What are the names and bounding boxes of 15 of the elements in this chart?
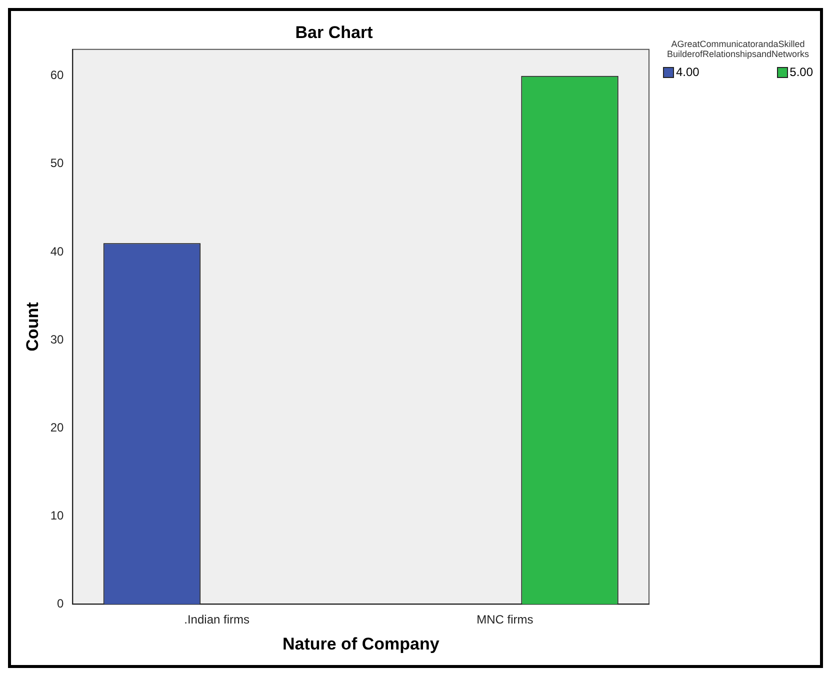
chart-title: Bar Chart <box>295 22 374 42</box>
y-tick-label: 30 <box>50 332 64 346</box>
x-axis-title: Nature of Company <box>282 634 440 654</box>
legend-label: 4.00 <box>676 65 700 79</box>
y-tick-label: 50 <box>50 156 64 170</box>
y-tick-label: 20 <box>50 420 64 434</box>
y-axis-title: Count <box>22 302 42 352</box>
legend-title: AGreatCommunicatorandaSkilled BuilderofRelationshipsandNetworks <box>666 39 810 59</box>
x-tick-label: .Indian firms <box>184 612 250 627</box>
y-tick-label: 0 <box>57 596 64 611</box>
y-tick-label: 40 <box>50 244 64 258</box>
legend-label: 5.00 <box>790 65 813 79</box>
y-tick-label: 60 <box>50 68 64 82</box>
y-tick-label: 10 <box>50 508 64 522</box>
x-tick-label: MNC firms <box>476 612 534 627</box>
